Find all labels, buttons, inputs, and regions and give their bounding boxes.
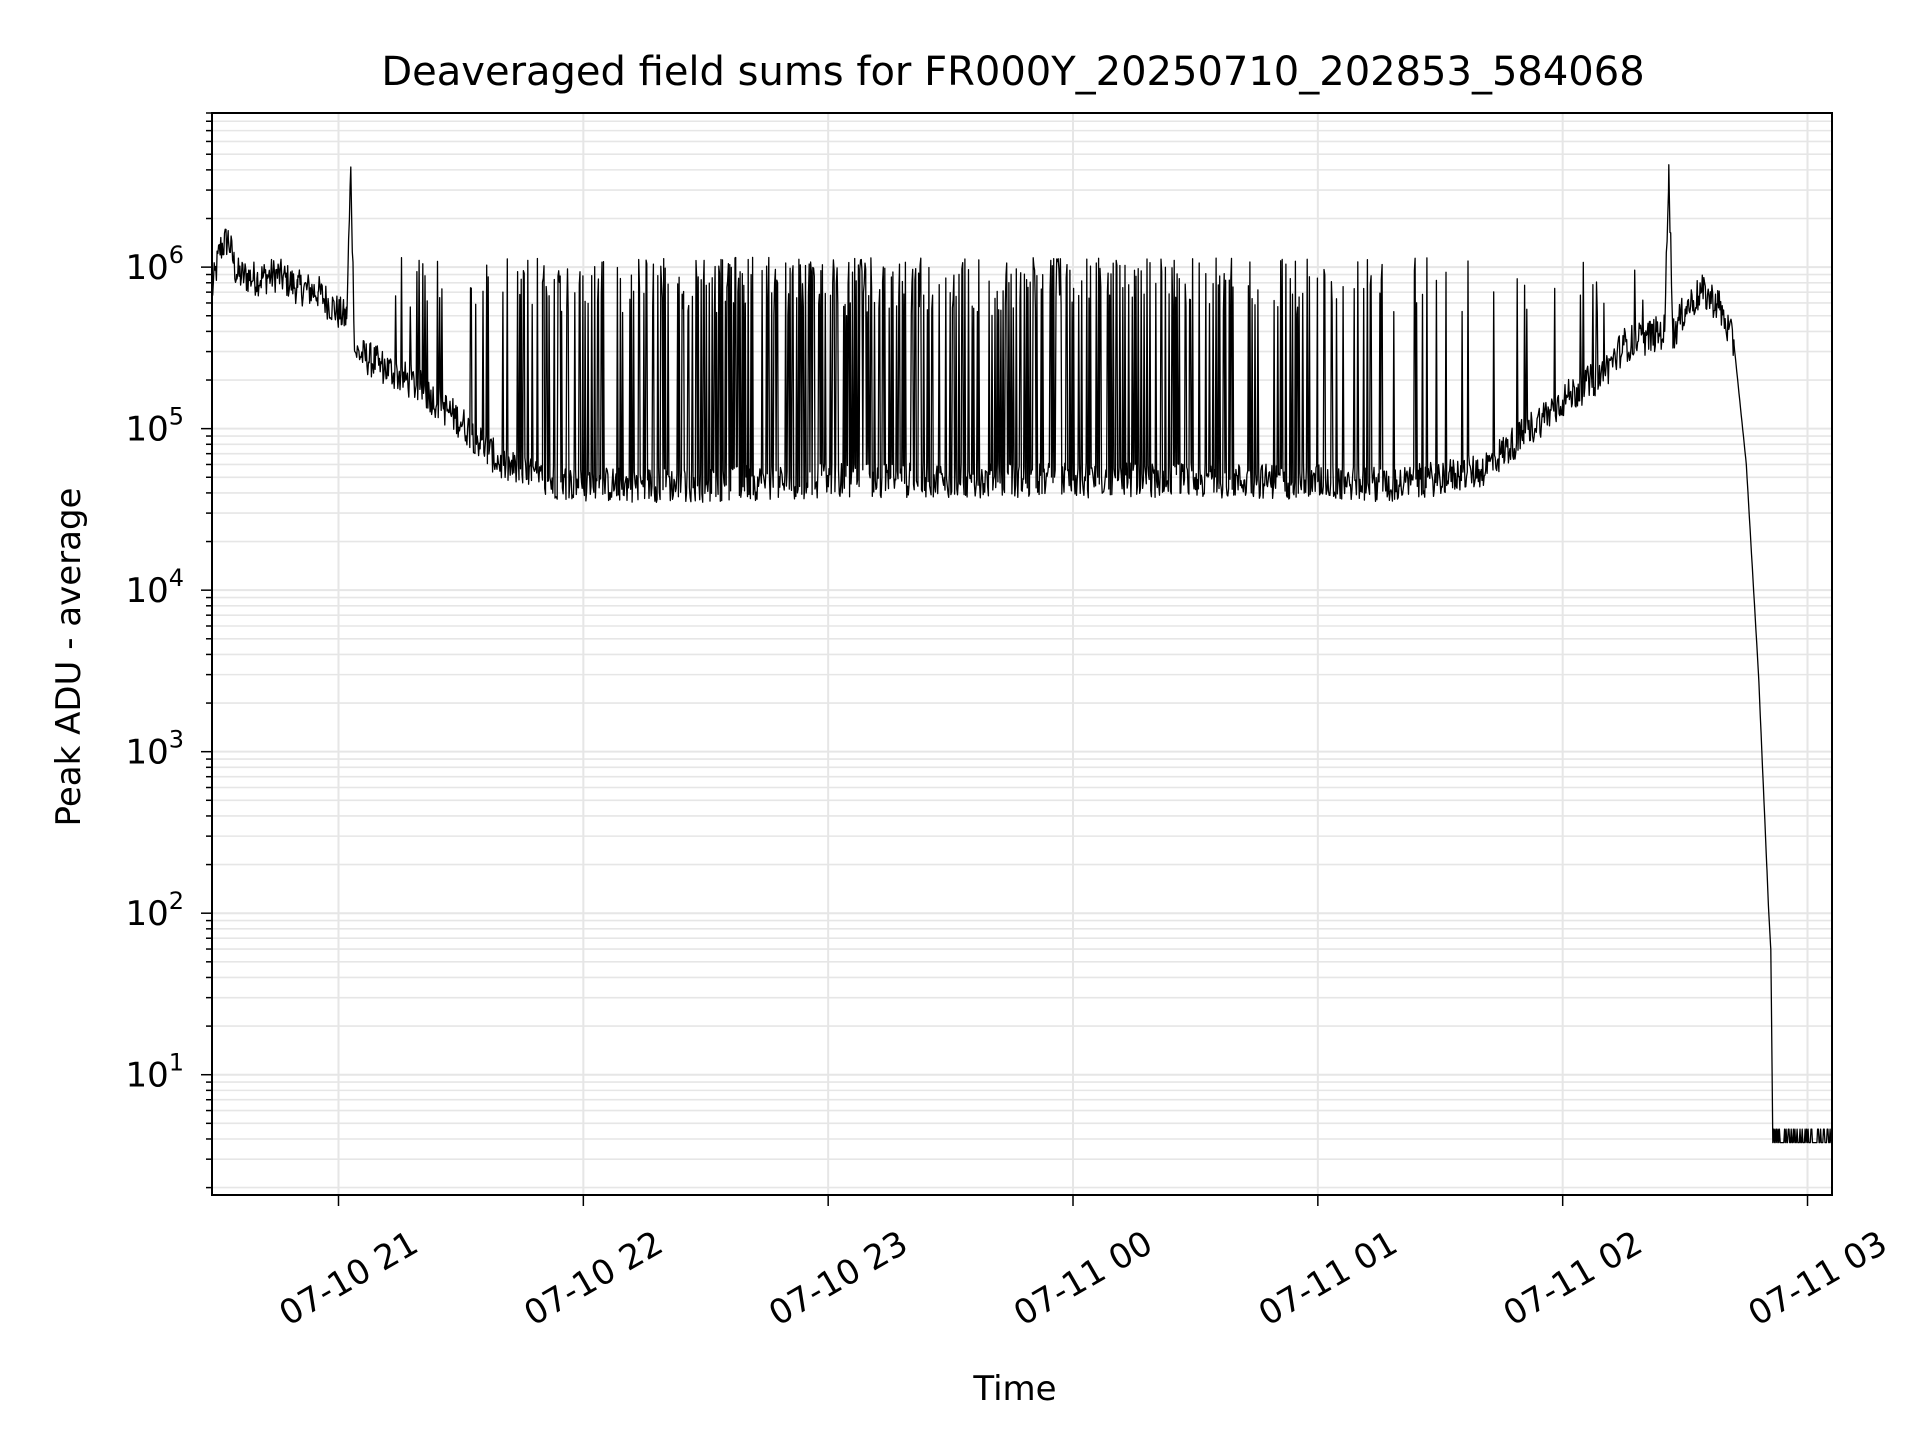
y-tick-label: 102	[125, 887, 184, 934]
y-tick-label: 101	[125, 1049, 184, 1096]
y-tick-exponent: 6	[169, 241, 184, 269]
x-tick-label: 07-11 01	[1252, 1223, 1404, 1334]
series-line	[211, 164, 1833, 1144]
x-tick-label: 07-11 02	[1497, 1223, 1649, 1334]
y-tick-label: 105	[125, 403, 184, 450]
y-tick-exponent: 1	[169, 1049, 184, 1077]
y-tick-base: 10	[125, 894, 168, 934]
chart-title: Deaveraged field sums for FR000Y_2025071…	[381, 49, 1644, 95]
x-tick-label: 07-10 23	[762, 1223, 914, 1334]
x-axis: 07-10 21 07-10 22 07-10 23 07-11 00 07-11 01…	[273, 1195, 1894, 1334]
x-tick-label: 07-11 03	[1742, 1223, 1894, 1334]
y-tick-label: 103	[125, 726, 184, 773]
x-tick-label: 07-10 21	[273, 1223, 425, 1334]
y-tick-base: 10	[125, 733, 168, 773]
x-tick-label: 07-11 00	[1007, 1223, 1159, 1334]
y-tick-label: 106	[125, 241, 184, 288]
x-tick-label: 07-10 22	[517, 1223, 669, 1334]
y-tick-label: 104	[125, 564, 184, 611]
series-layer	[211, 164, 1833, 1144]
y-tick-exponent: 2	[169, 887, 184, 915]
y-tick-base: 10	[125, 410, 168, 450]
y-tick-exponent: 4	[169, 564, 184, 592]
y-tick-exponent: 5	[169, 403, 184, 431]
x-axis-label: Time	[972, 1369, 1056, 1409]
y-tick-exponent: 3	[169, 726, 184, 754]
y-tick-base: 10	[125, 248, 168, 288]
y-tick-base: 10	[125, 1056, 168, 1096]
y-tick-base: 10	[125, 571, 168, 611]
y-axis-label: Peak ADU - average	[49, 488, 89, 827]
minor-gridlines	[212, 112, 1832, 1189]
